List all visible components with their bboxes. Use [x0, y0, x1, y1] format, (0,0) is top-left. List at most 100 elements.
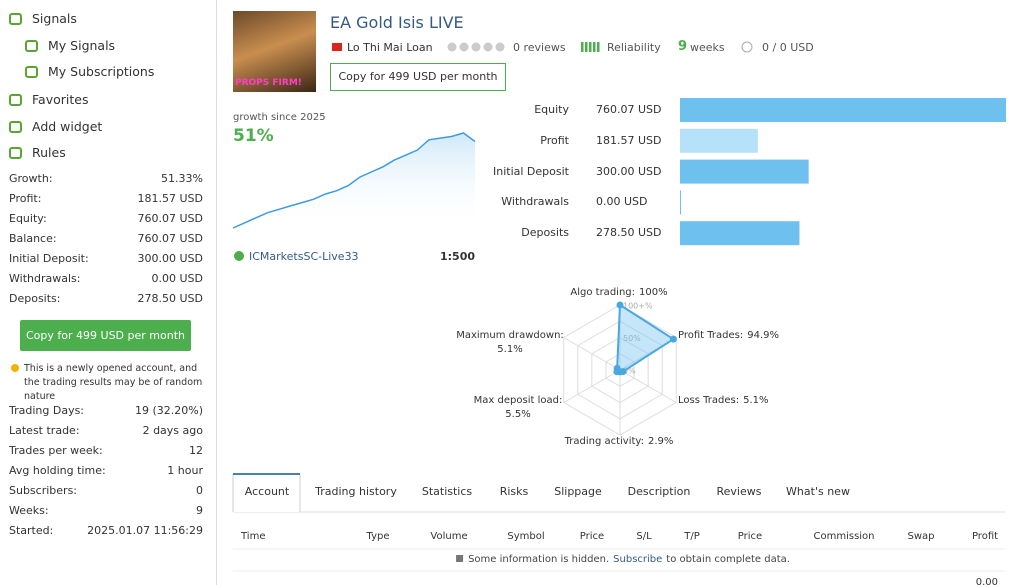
- stat-value: 181.57 USD: [137, 192, 204, 205]
- reviews[interactable]: 0 reviews: [513, 41, 566, 54]
- star: [495, 42, 505, 52]
- column-header: Time: [241, 531, 266, 542]
- radar-label-value: 2.9%: [648, 436, 673, 447]
- radar-spoke: [563, 369, 621, 403]
- stat-label: Initial Deposit:: [9, 252, 89, 265]
- stat-value: 2025.01.07 11:56:29: [87, 524, 203, 537]
- weeks-label: weeks: [690, 41, 725, 54]
- bar-label: Initial Deposit: [493, 164, 569, 178]
- column-header: T/P: [684, 531, 700, 542]
- radar-label: Profit Trades: 94.9%: [678, 330, 779, 341]
- radar-point: [616, 368, 624, 376]
- avatar: [233, 11, 316, 92]
- stat-value: 51.33%: [161, 172, 203, 185]
- radar-label-value: 5.1%: [743, 395, 768, 406]
- reliability-bar: [589, 42, 592, 52]
- stat-value: 1 hour: [167, 464, 203, 477]
- growth-area: [233, 133, 475, 228]
- radar-area: [615, 303, 676, 373]
- stat-label: Subscribers:: [9, 484, 78, 497]
- stat-label: Equity:: [9, 212, 47, 225]
- radar-label-value: 5.1%: [497, 344, 522, 355]
- column-header: Volume: [430, 531, 468, 542]
- bar-value: 0.00 USD: [596, 195, 648, 209]
- radar-label: Max deposit load: 5.5%: [474, 395, 563, 420]
- growth-value: 51%: [233, 126, 274, 146]
- stat-label: Latest trade:: [9, 424, 80, 437]
- tab[interactable]: Description: [627, 485, 691, 498]
- author[interactable]: Lo Thi Mai Loan: [347, 41, 433, 54]
- nav-item[interactable]: Add widget: [32, 119, 103, 134]
- copy-button[interactable]: Copy for 499 USD per month: [20, 320, 191, 351]
- column-header: Type: [366, 531, 390, 542]
- notice: This is a newly opened account, and the …: [24, 363, 203, 402]
- subscribers: 0 / 0 USD: [762, 41, 814, 54]
- broker-icon: [234, 251, 244, 261]
- star: [483, 42, 493, 52]
- bar: [680, 98, 1006, 122]
- column-header: Price: [579, 531, 605, 542]
- stat-label: Profit:: [9, 192, 42, 205]
- column-header: Commission: [813, 531, 875, 542]
- bar-label: Deposits: [521, 226, 569, 240]
- radar-point: [619, 368, 627, 376]
- radar-label-name: Maximum drawdown:: [456, 330, 564, 341]
- tab[interactable]: Risks: [499, 485, 529, 498]
- nav-item[interactable]: Favorites: [32, 92, 89, 107]
- reliability-bar: [581, 42, 584, 52]
- bar: [680, 159, 809, 184]
- tab[interactable]: Statistics: [421, 485, 473, 498]
- stat-value: 300.00 USD: [137, 252, 204, 265]
- tab[interactable]: Reviews: [716, 485, 762, 498]
- radar-spoke: [619, 337, 677, 371]
- weeks-value: 9: [678, 39, 688, 54]
- column-header: Swap: [907, 531, 935, 542]
- nav-item[interactable]: Rules: [32, 145, 66, 160]
- reliability-bar: [585, 42, 588, 52]
- table-total: 0.00: [975, 577, 998, 585]
- growth-line: [232, 132, 476, 229]
- radar-ring: [591, 336, 649, 404]
- nav-item[interactable]: Signals: [32, 11, 77, 26]
- column-header: S/L: [636, 531, 652, 542]
- bar-label: Withdrawals: [501, 195, 569, 209]
- stat-label: Growth:: [9, 172, 53, 185]
- stat-label: Trading Days:: [9, 404, 85, 417]
- growth-label: growth since 2025: [233, 112, 326, 123]
- radar-tick: 100+%: [623, 302, 653, 311]
- tab[interactable]: Account: [244, 485, 290, 498]
- stat-label: Weeks:: [9, 504, 49, 517]
- stat-label: Started:: [9, 524, 54, 537]
- radar-label-name: Profit Trades:: [678, 330, 743, 341]
- avatar-caption: PROPS FIRM!: [235, 78, 302, 88]
- radar-ring: [577, 320, 663, 420]
- bar-value: 181.57 USD: [596, 133, 662, 147]
- tab[interactable]: Slippage: [554, 485, 602, 498]
- radar-label: Trading activity: 2.9%: [564, 436, 674, 447]
- notice-icon: [456, 555, 464, 562]
- stat-value: 0: [196, 484, 203, 497]
- flag: [332, 43, 342, 51]
- radar-label-name: Algo trading:: [570, 287, 635, 298]
- subscribe-link[interactable]: Subscribe: [613, 554, 663, 565]
- stat-label: Avg holding time:: [9, 464, 106, 477]
- stat-value: 278.50 USD: [137, 292, 204, 305]
- radar-label-name: Trading activity:: [564, 436, 644, 447]
- radar-label: Loss Trades: 5.1%: [678, 395, 768, 406]
- radar-tick: 50%: [623, 334, 641, 343]
- nav-item[interactable]: My Subscriptions: [48, 64, 155, 79]
- radar-point: [613, 364, 621, 372]
- radar-label-name: Max deposit load:: [474, 395, 563, 406]
- stat-label: Withdrawals:: [9, 272, 81, 285]
- stat-value: 2 days ago: [142, 424, 203, 437]
- tab[interactable]: Trading history: [315, 485, 397, 498]
- column-header: Symbol: [507, 531, 545, 542]
- header-copy-button[interactable]: Copy for 499 USD per month: [330, 63, 506, 91]
- tab[interactable]: What's new: [786, 485, 850, 498]
- reliability-bar: [593, 42, 596, 52]
- title[interactable]: EA Gold Isis LIVE: [330, 13, 464, 32]
- nav-item[interactable]: My Signals: [48, 38, 116, 53]
- broker[interactable]: ICMarketsSC-Live33: [249, 250, 359, 263]
- leverage: 1:500: [439, 250, 475, 263]
